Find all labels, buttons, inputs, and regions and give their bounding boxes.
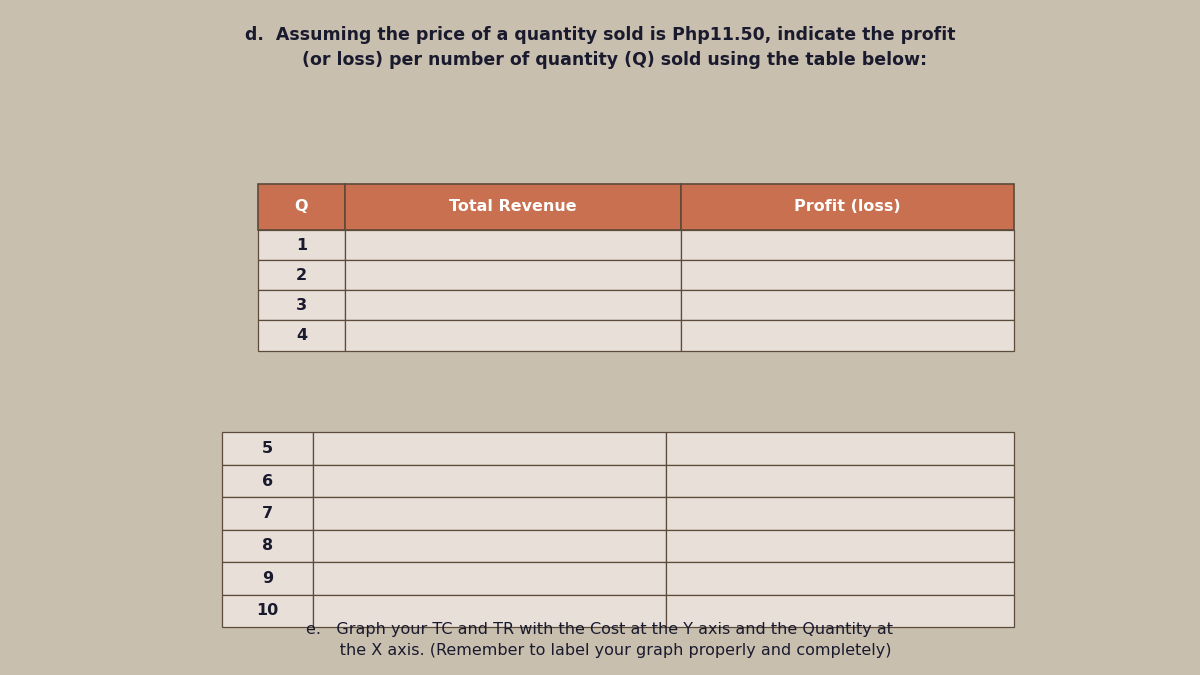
Bar xyxy=(344,260,682,290)
Bar xyxy=(258,230,344,260)
Bar xyxy=(666,562,1014,595)
Text: Profit (loss): Profit (loss) xyxy=(794,199,901,215)
Bar xyxy=(682,230,1014,260)
Bar xyxy=(682,260,1014,290)
Bar xyxy=(313,497,666,530)
Bar xyxy=(344,290,682,321)
Text: 2: 2 xyxy=(296,268,307,283)
Text: 4: 4 xyxy=(296,328,307,343)
Bar xyxy=(682,184,1014,230)
Bar xyxy=(313,433,666,465)
Text: 7: 7 xyxy=(262,506,274,521)
Text: 10: 10 xyxy=(257,603,278,618)
Bar xyxy=(666,497,1014,530)
Bar xyxy=(222,595,313,627)
Bar xyxy=(682,321,1014,350)
Bar xyxy=(313,562,666,595)
Bar xyxy=(682,290,1014,321)
Bar xyxy=(344,321,682,350)
Bar xyxy=(222,497,313,530)
Text: 8: 8 xyxy=(262,539,274,553)
Text: e.   Graph your TC and TR with the Cost at the Y axis and the Quantity at
      : e. Graph your TC and TR with the Cost at… xyxy=(306,622,894,658)
Text: 9: 9 xyxy=(262,571,274,586)
Bar xyxy=(258,321,344,350)
Bar xyxy=(222,433,313,465)
Text: 3: 3 xyxy=(296,298,307,313)
Text: d.  Assuming the price of a quantity sold is Php11.50, indicate the profit
     : d. Assuming the price of a quantity sold… xyxy=(245,26,955,69)
Bar xyxy=(344,184,682,230)
Text: 6: 6 xyxy=(262,474,274,489)
Bar xyxy=(258,260,344,290)
Bar xyxy=(258,290,344,321)
Bar xyxy=(222,465,313,497)
Bar xyxy=(313,530,666,562)
Bar xyxy=(258,184,344,230)
Text: Total Revenue: Total Revenue xyxy=(449,199,577,215)
Bar xyxy=(222,562,313,595)
Bar xyxy=(313,465,666,497)
Bar xyxy=(313,595,666,627)
Bar xyxy=(344,230,682,260)
Text: Q: Q xyxy=(295,199,308,215)
Bar xyxy=(666,465,1014,497)
Bar xyxy=(222,530,313,562)
Text: 1: 1 xyxy=(296,238,307,252)
Text: 5: 5 xyxy=(262,441,274,456)
Bar xyxy=(666,433,1014,465)
Bar xyxy=(666,595,1014,627)
Bar xyxy=(666,530,1014,562)
